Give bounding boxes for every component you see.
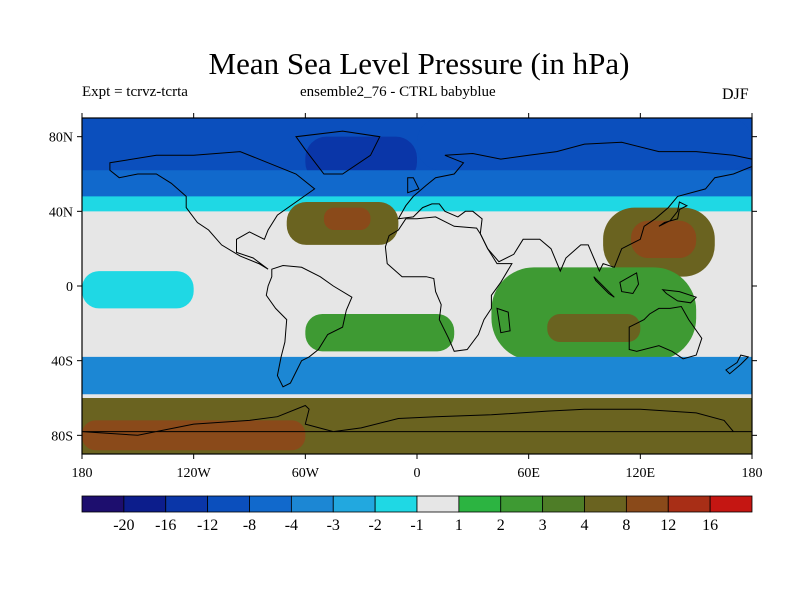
colorbar-swatch bbox=[290, 495, 334, 513]
lat-tick-label: 40S bbox=[51, 355, 73, 370]
colorbar-label: 4 bbox=[581, 517, 589, 534]
colorbar-swatch bbox=[500, 495, 544, 513]
lon-tick-label: 60E bbox=[517, 466, 540, 481]
colorbar-swatch bbox=[374, 495, 418, 513]
field-region bbox=[547, 314, 641, 342]
colorbar-label: 1 bbox=[455, 517, 463, 534]
colorbar-swatch bbox=[584, 495, 627, 513]
colorbar-swatch bbox=[207, 495, 250, 513]
field-region bbox=[82, 196, 752, 212]
colorbar-swatch bbox=[542, 495, 585, 513]
coastline bbox=[658, 201, 689, 227]
colorbar-swatch bbox=[625, 495, 669, 513]
field-region bbox=[82, 271, 194, 309]
lon-tick-label: 60W bbox=[292, 466, 320, 481]
experiment-label: Expt = tcrvz-tcrta bbox=[82, 84, 188, 100]
coastline bbox=[407, 177, 420, 194]
season-label: DJF bbox=[722, 86, 749, 103]
coastline bbox=[295, 130, 381, 175]
colorbar-label: -2 bbox=[368, 517, 381, 534]
colorbar: -20 -16 -12 -8 -4 -3 -2 -1 1 2 3 4 8 12 16 bbox=[81, 495, 753, 534]
colorbar-label: -8 bbox=[243, 517, 256, 534]
lon-tick-label: 120E bbox=[626, 466, 656, 481]
coastline bbox=[397, 141, 752, 273]
coastline bbox=[109, 151, 316, 270]
coastlines bbox=[82, 130, 752, 436]
colorbar-swatch bbox=[165, 495, 209, 513]
field-region bbox=[82, 420, 306, 451]
colorbar-swatch bbox=[458, 495, 502, 513]
colorbar-label: 8 bbox=[622, 517, 630, 534]
latitude-axis: 80N 40N 0 40S 80S bbox=[49, 131, 757, 444]
colorbar-label: -4 bbox=[285, 517, 298, 534]
colorbar-swatch bbox=[249, 495, 292, 513]
colorbar-label: -20 bbox=[113, 517, 134, 534]
lon-tick-label: 0 bbox=[414, 466, 421, 481]
colorbar-label: 2 bbox=[497, 517, 505, 534]
colorbar-swatch bbox=[332, 495, 376, 513]
lat-tick-label: 40N bbox=[49, 205, 73, 220]
lat-tick-label: 0 bbox=[66, 280, 73, 295]
colorbar-label: 3 bbox=[539, 517, 547, 534]
pressure-field bbox=[82, 118, 752, 454]
colorbar-label: 12 bbox=[660, 517, 676, 534]
colorbar-label: -1 bbox=[410, 517, 423, 534]
colorbar-swatch bbox=[667, 495, 711, 513]
lon-tick-label: 120W bbox=[177, 466, 212, 481]
ensemble-label: ensemble2_76 - CTRL babyblue bbox=[300, 84, 496, 100]
colorbar-label: 16 bbox=[702, 517, 718, 534]
lon-tick-label: 180 bbox=[72, 466, 93, 481]
colorbar-swatch bbox=[709, 495, 753, 513]
field-region bbox=[82, 356, 752, 395]
coastline bbox=[384, 216, 513, 352]
colorbar-swatch bbox=[123, 495, 167, 513]
chart-title: Mean Sea Level Pressure (in hPa) bbox=[208, 46, 630, 81]
field-region bbox=[323, 207, 371, 230]
coastline bbox=[725, 354, 750, 375]
longitude-axis: 180 120W 60W 0 60E 120E 180 bbox=[72, 113, 763, 481]
colorbar-swatch bbox=[81, 495, 125, 513]
field-region bbox=[631, 220, 697, 258]
coastline bbox=[82, 404, 752, 436]
colorbar-swatch bbox=[416, 495, 460, 513]
coastline bbox=[593, 276, 615, 298]
coastline bbox=[265, 264, 353, 388]
lat-tick-label: 80N bbox=[49, 131, 73, 146]
colorbar-label: -3 bbox=[327, 517, 340, 534]
lat-tick-label: 80S bbox=[51, 429, 73, 444]
colorbar-label: -16 bbox=[155, 517, 176, 534]
coastline bbox=[619, 272, 640, 295]
lon-tick-label: 180 bbox=[742, 466, 763, 481]
coastline bbox=[661, 289, 698, 304]
coastline bbox=[496, 307, 511, 334]
field-region bbox=[305, 314, 455, 352]
colorbar-label: -12 bbox=[197, 517, 218, 534]
coastline bbox=[628, 305, 703, 360]
